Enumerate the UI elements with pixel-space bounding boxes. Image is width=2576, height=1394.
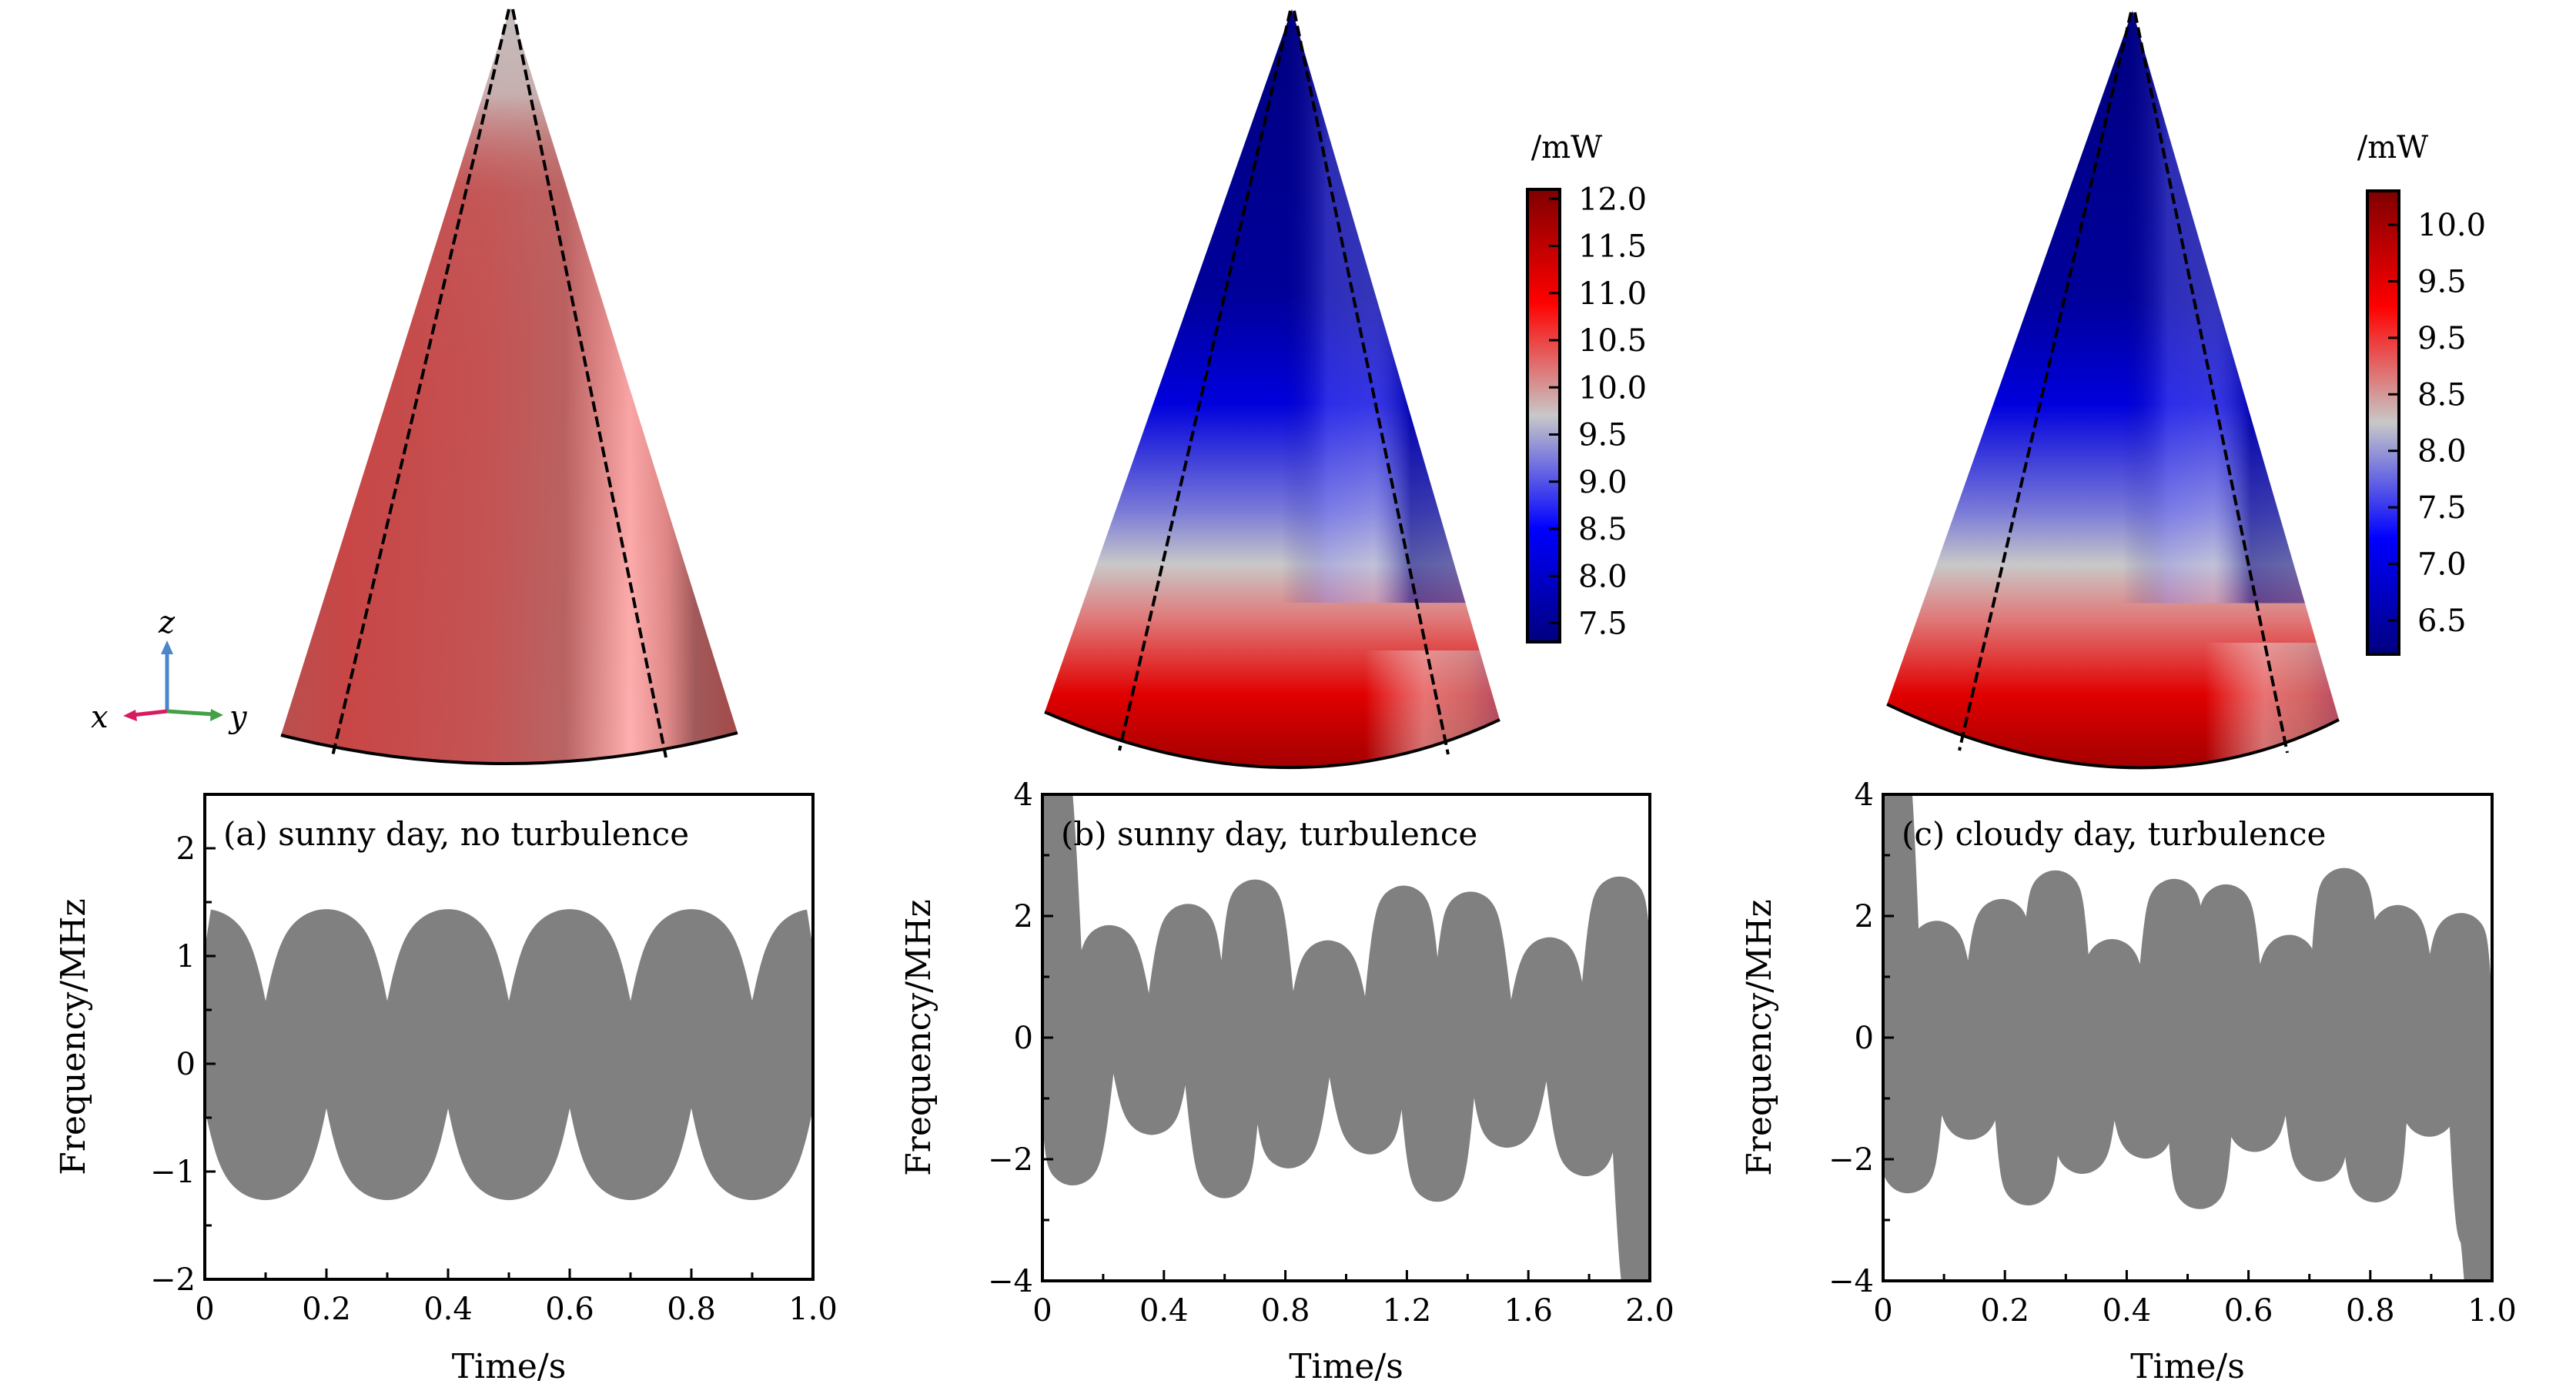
plot-a-ytick-label: −2 <box>150 1262 196 1298</box>
cone-a-base-edge <box>280 731 738 765</box>
plot-c: 0 0.2 0.4 0.6 0.8 1.0 −4 −2 0 2 4 Time/s Frequency/M… <box>1740 777 2517 1386</box>
triad-y-arrowhead <box>210 709 223 721</box>
plot-c-ytick-label: −4 <box>1828 1264 1874 1299</box>
cone-a <box>280 8 738 765</box>
colorbar-c-tick-label: 9.5 <box>2417 321 2467 356</box>
plot-b-xtick-label: 0.4 <box>1139 1293 1189 1329</box>
colorbar-c-tick-label: 10.0 <box>2417 208 2486 243</box>
colorbar-c-tick-label: 9.5 <box>2417 264 2467 299</box>
colorbar-c-tick-label: 8.0 <box>2417 434 2467 470</box>
plot-b-title: (b) sunny day, turbulence <box>1061 815 1477 853</box>
plot-c-xtick-label: 0 <box>1873 1293 1892 1329</box>
colorbar-c-unit: /mW <box>2357 130 2429 165</box>
cone-c-meridian-left <box>1958 12 2133 751</box>
colorbar-b: /mW 12.0 11.5 11.0 10.5 10.0 9.5 9.0 8.5 8.0 7.5 <box>1526 130 1647 644</box>
plot-a-xtick-label: 0.6 <box>545 1292 594 1327</box>
cone-b-meridian-left <box>1118 10 1292 751</box>
plot-a-xtick-label: 0.2 <box>302 1292 351 1327</box>
plot-b-xtick-label: 2.0 <box>1625 1293 1674 1329</box>
triad-z-arrowhead <box>161 640 173 654</box>
cone-a-meridian-right <box>511 8 667 758</box>
cone-b-meridian-right <box>1293 10 1450 755</box>
cone-b-base-edge <box>1044 710 1500 769</box>
colorbar-b-tick-label: 10.5 <box>1578 323 1647 359</box>
cone-c <box>1886 11 2340 770</box>
colorbar-b-tick-label: 9.0 <box>1578 465 1628 500</box>
colorbar-c-tick-label: 7.5 <box>2417 490 2467 526</box>
plot-a-ytick-label: 1 <box>176 939 196 974</box>
plot-c-series-line <box>1883 794 2492 1281</box>
colorbar-c-bar <box>2366 189 2400 656</box>
plot-c-xtick-label: 0.8 <box>2346 1293 2395 1329</box>
cone-b <box>1044 9 1500 769</box>
plot-b-ytick-label: −4 <box>988 1264 1033 1299</box>
colorbar-b-tick-label: 8.0 <box>1578 559 1628 594</box>
colorbar-b-tick-label: 11.0 <box>1578 276 1647 312</box>
plot-a-title: (a) sunny day, no turbulence <box>223 815 689 853</box>
cone-c-meridian-right <box>2133 12 2289 754</box>
plot-a-xlabel: Time/s <box>452 1347 567 1386</box>
triad-x-arrowhead <box>123 710 137 721</box>
plot-c-ytick-label: 2 <box>1855 899 1874 934</box>
plot-c-title: (c) cloudy day, turbulence <box>1902 815 2326 853</box>
triad-z-label: z <box>158 605 176 640</box>
plot-c-ytick-label: −2 <box>1828 1142 1874 1178</box>
plot-b-ytick-label: −2 <box>988 1142 1033 1178</box>
plot-b-ytick-label: 0 <box>1014 1021 1033 1056</box>
plot-b-series-line <box>1042 794 1650 1281</box>
plot-a-series-line <box>205 909 813 1201</box>
plot-c-xtick-label: 0.4 <box>2103 1293 2152 1329</box>
plot-c-ylabel: Frequency/MHz <box>1740 899 1779 1175</box>
colorbar-b-tick-label: 9.5 <box>1578 418 1628 453</box>
plot-a: 0 0.2 0.4 0.6 0.8 1.0 −2 −1 0 1 2 Time/s Frequency/M… <box>54 793 838 1386</box>
plot-a-xtick-label: 0.8 <box>667 1292 716 1327</box>
cone-c-surface <box>1887 11 2339 768</box>
triad-x-axis <box>132 709 168 717</box>
cone-c-base-edge <box>1886 703 2340 770</box>
triad-y-label: y <box>228 700 248 735</box>
plot-a-ytick-label: −1 <box>150 1155 196 1190</box>
colorbar-b-tick-label: 11.5 <box>1578 229 1647 265</box>
colorbar-c-tick-label: 8.5 <box>2417 377 2467 413</box>
plot-c-xtick-label: 0.2 <box>1980 1293 2029 1329</box>
plot-b-ytick-label: 4 <box>1014 777 1033 813</box>
triad-x-label: x <box>91 700 109 735</box>
colorbar-b-tick-label: 12.0 <box>1578 182 1647 217</box>
plot-b-xtick-label: 1.2 <box>1383 1293 1432 1329</box>
cone-a-meridian-left <box>331 8 510 757</box>
colorbar-b-tick-label: 10.0 <box>1578 370 1647 406</box>
plot-c-ytick-label: 4 <box>1855 777 1874 813</box>
plot-b: 0 0.4 0.8 1.2 1.6 2.0 −4 −2 0 2 4 Time/s Frequency/M… <box>899 777 1674 1386</box>
colorbar-b-tick-label: 7.5 <box>1578 607 1628 642</box>
triad-y-axis <box>166 709 215 717</box>
plot-c-ytick-label: 0 <box>1855 1021 1874 1056</box>
plot-b-xlabel: Time/s <box>1289 1347 1403 1386</box>
plot-a-ytick-label: 2 <box>176 831 196 867</box>
plot-c-xtick-label: 0.6 <box>2224 1293 2273 1329</box>
cone-b-surface <box>1045 9 1500 768</box>
plot-c-xtick-label: 1.0 <box>2467 1293 2517 1329</box>
plot-a-ylabel: Frequency/MHz <box>54 898 93 1175</box>
plot-b-ytick-label: 2 <box>1014 899 1033 934</box>
plot-a-xtick-label: 0 <box>195 1292 214 1327</box>
colorbar-b-bar <box>1526 188 1561 644</box>
plot-a-xtick-label: 1.0 <box>788 1292 838 1327</box>
colorbar-c-tick-label: 6.5 <box>2417 603 2467 639</box>
plot-a-xtick-label: 0.4 <box>423 1292 473 1327</box>
plot-a-ytick-label: 0 <box>176 1047 196 1082</box>
colorbar-b-unit: /mW <box>1531 130 1603 165</box>
plot-b-xtick-label: 1.6 <box>1504 1293 1553 1329</box>
plot-c-xlabel: Time/s <box>2130 1347 2245 1386</box>
axes-triad: z x y <box>91 605 248 735</box>
cone-a-surface <box>281 8 738 764</box>
colorbar-c-tick-label: 7.0 <box>2417 547 2467 583</box>
colorbar-c: /mW 10.0 9.5 9.5 8.5 8.0 7.5 7.0 6.5 <box>2357 130 2486 656</box>
plot-b-xtick-label: 0.8 <box>1261 1293 1310 1329</box>
plot-b-ylabel: Frequency/MHz <box>899 899 938 1175</box>
colorbar-b-tick-label: 8.5 <box>1578 512 1628 547</box>
plot-b-xtick-label: 0 <box>1032 1293 1052 1329</box>
